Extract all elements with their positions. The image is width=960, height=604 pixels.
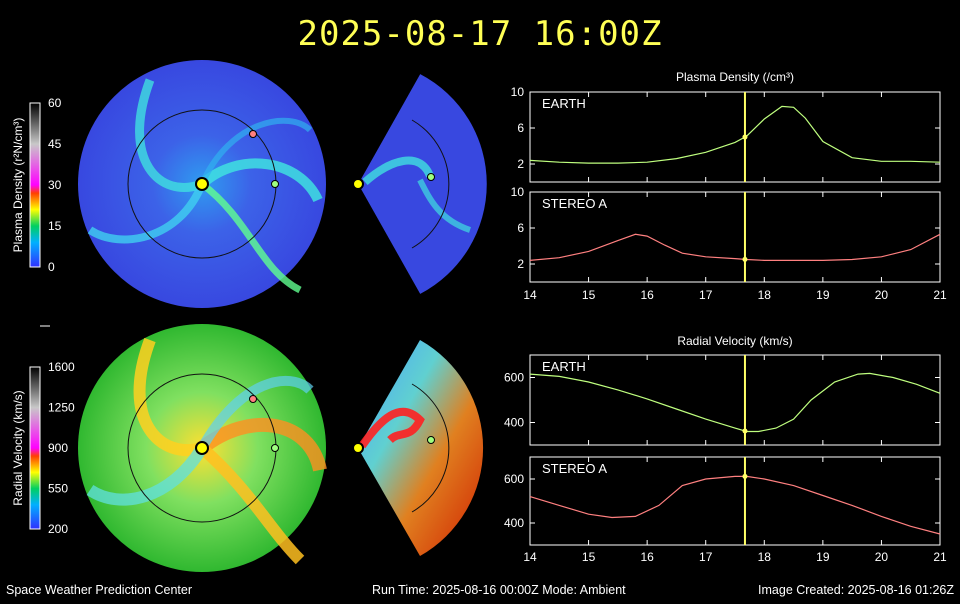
colorbar-tick-label: 0	[48, 260, 55, 274]
colorbar-tick-label: 550	[48, 482, 68, 496]
earth-marker-icon	[427, 173, 435, 181]
stereo-a-marker-icon	[249, 130, 257, 138]
y-tick-label: 6	[517, 121, 524, 135]
panel-label: STEREO A	[542, 461, 607, 476]
velocity-meridional-wedge	[358, 340, 484, 556]
density-colorbar: Plasma Density (r²N/cm³)	[11, 102, 41, 268]
y-tick-label: 600	[504, 472, 524, 486]
chart-title: Plasma Density (/cm³)	[676, 70, 794, 84]
velocity-colorbar: Radial Velocity (km/s)	[11, 366, 41, 530]
footer-organization: Space Weather Prediction Center	[6, 583, 192, 597]
velocity-equatorial-disk	[78, 324, 327, 572]
x-tick-label: 19	[816, 550, 830, 564]
panel-frame	[529, 456, 941, 546]
x-tick-label: 16	[640, 550, 654, 564]
velocity-colorbar-label: Radial Velocity (km/s)	[11, 390, 25, 505]
x-tick-label: 18	[758, 550, 772, 564]
line-chart: Radial Velocity (km/s)EARTH600400STEREO …	[504, 334, 947, 564]
chart-panel: EARTH 10 6 2	[511, 85, 941, 183]
earth-marker-icon	[271, 444, 279, 452]
stereo-a-marker-icon	[249, 395, 257, 403]
x-tick-label: 20	[875, 550, 889, 564]
earth-marker-icon	[427, 436, 435, 444]
x-tick-label: 21	[933, 288, 947, 302]
colorbar-tick-label: 1600	[48, 360, 75, 374]
x-tick-label: 15	[582, 550, 596, 564]
footer-image-created: Image Created: 2025-08-16 01:26Z	[758, 583, 954, 597]
x-tick-label: 18	[758, 288, 772, 302]
colorbar-tick-label: 1250	[48, 401, 75, 415]
y-tick-label: 400	[504, 416, 524, 430]
sun-marker-icon	[195, 177, 209, 191]
colorbar-tick-label: 900	[48, 441, 68, 455]
sun-marker-icon	[352, 442, 364, 454]
sun-marker-icon	[195, 441, 209, 455]
x-tick-label: 17	[699, 550, 713, 564]
y-tick-label: 2	[517, 157, 524, 171]
series-line	[529, 475, 941, 535]
series-line	[529, 233, 941, 261]
chart-panel: EARTH 600 400	[504, 354, 941, 446]
footer-run-info: Run Time: 2025-08-16 00:00Z Mode: Ambien…	[372, 583, 626, 597]
chart-panel: STEREO A 10 6 2	[511, 185, 941, 283]
page-title: 2025-08-17 16:00Z	[297, 14, 663, 54]
colorbar-tick-label: 45	[48, 137, 62, 151]
x-tick-label: 20	[875, 288, 889, 302]
chart-panel: STEREO A 600 400	[504, 456, 941, 546]
sun-marker-icon	[352, 178, 364, 190]
x-tick-label: 14	[523, 288, 537, 302]
panel-label: EARTH	[542, 359, 586, 374]
chart-title: Radial Velocity (km/s)	[677, 334, 792, 348]
x-tick-label: 16	[640, 288, 654, 302]
earth-marker-icon	[271, 180, 279, 188]
panel-frame	[529, 91, 941, 183]
series-line	[529, 105, 941, 164]
y-tick-label: 10	[511, 185, 525, 199]
colorbar-tick-label: 15	[48, 219, 62, 233]
y-tick-label: 600	[504, 371, 524, 385]
x-tick-label: 19	[816, 288, 830, 302]
x-tick-label: 15	[582, 288, 596, 302]
x-tick-label: 21	[933, 550, 947, 564]
line-chart: Plasma Density (/cm³) EARTH 10 6 2 STEREO A 10…	[511, 70, 947, 302]
y-tick-label: 400	[504, 516, 524, 530]
y-tick-label: 2	[517, 257, 524, 271]
panel-frame	[529, 191, 941, 283]
x-tick-label: 14	[523, 550, 537, 564]
y-tick-label: 6	[517, 221, 524, 235]
colorbar-tick-label: 30	[48, 178, 62, 192]
panel-frame	[529, 354, 941, 446]
x-tick-label: 17	[699, 288, 713, 302]
colorbar-tick-label: 60	[48, 96, 62, 110]
density-colorbar-label: Plasma Density (r²N/cm³)	[11, 118, 25, 253]
colorbar-tick-label: 200	[48, 522, 68, 536]
sun-marker-group	[195, 130, 435, 455]
panel-label: EARTH	[542, 96, 586, 111]
panel-label: STEREO A	[542, 196, 607, 211]
series-line	[529, 372, 941, 433]
y-tick-label: 10	[511, 85, 525, 99]
density-meridional-wedge	[357, 73, 487, 295]
